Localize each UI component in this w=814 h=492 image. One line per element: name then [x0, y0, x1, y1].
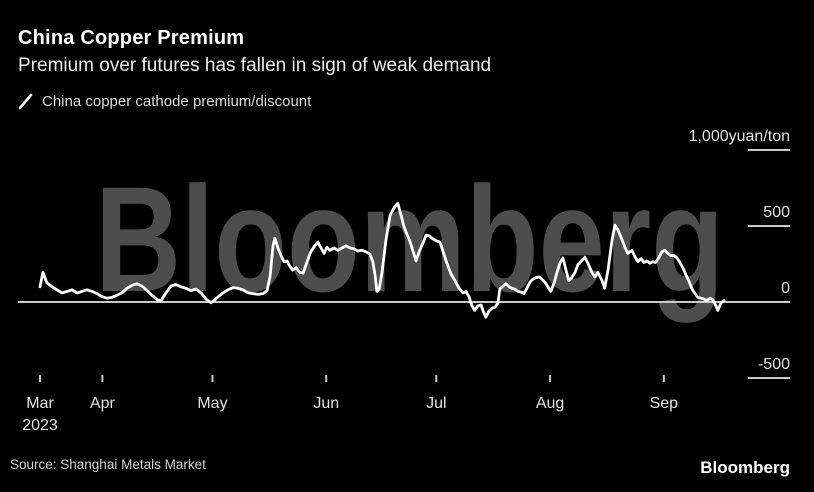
legend-label: China copper cathode premium/discount [42, 93, 312, 110]
chart-title: China Copper Premium [18, 27, 245, 49]
x-tick-label: Jul [426, 395, 446, 412]
x-tick-label: Jun [313, 395, 339, 412]
x-tick-label: Aug [536, 395, 564, 412]
bloomberg-logo: Bloomberg [700, 458, 790, 477]
x-tick-label: Mar [26, 395, 54, 412]
x-tick-label: Apr [90, 395, 116, 412]
line-series-icon [18, 93, 33, 110]
source-note: Source: Shanghai Metals Market [10, 457, 206, 472]
price-line [38, 201, 726, 319]
x-tick-label: Sep [650, 395, 679, 412]
y-tick-label: -500 [758, 356, 790, 373]
y-tick-label: 500 [763, 204, 790, 221]
x-tick-year-label: 2023 [22, 417, 58, 434]
legend: China copper cathode premium/discount [18, 93, 311, 110]
x-tick-label: May [197, 395, 227, 412]
y-tick-label: 1,000yuan/ton [689, 128, 790, 145]
y-tick-label: 0 [781, 280, 790, 297]
chart-subtitle: Premium over futures has fallen in sign … [18, 55, 492, 76]
